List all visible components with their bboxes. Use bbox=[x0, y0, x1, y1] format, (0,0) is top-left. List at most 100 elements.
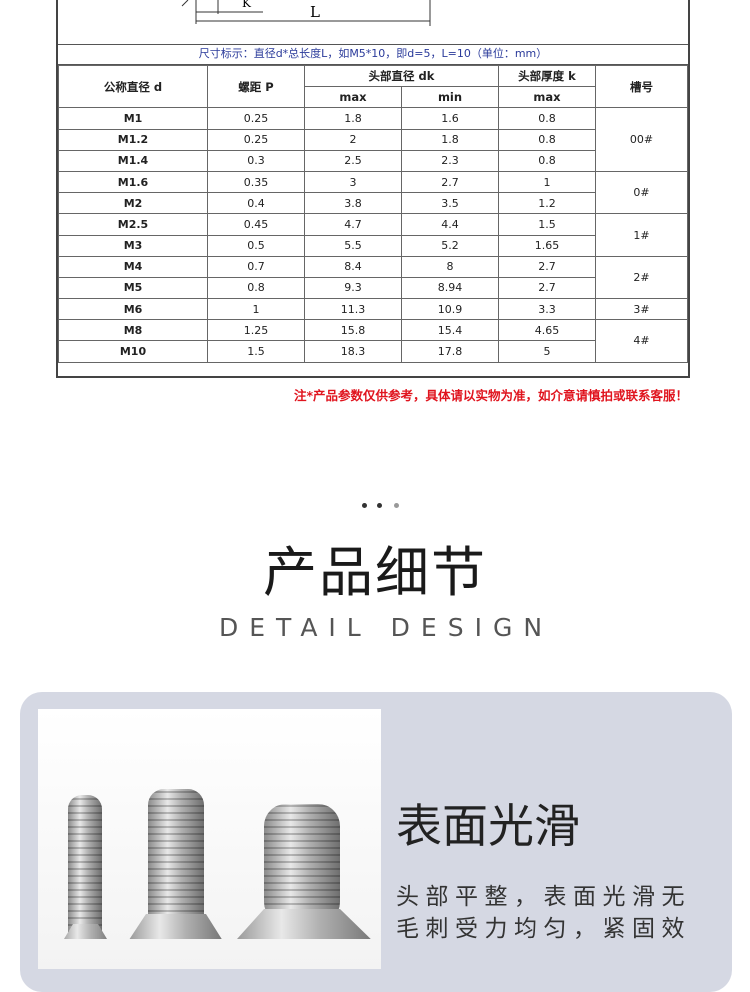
dk-max-cell: 9.3 bbox=[304, 276, 402, 300]
k-max-cell: 1.5 bbox=[498, 213, 596, 236]
k-label: K bbox=[242, 0, 251, 10]
section-title: 产品细节 bbox=[263, 541, 487, 604]
spec-grid: 公称直径 d 螺距 P 头部直径 dk 头部厚度 k 槽号 max min ma… bbox=[58, 64, 688, 363]
dk-min-cell: 10.9 bbox=[401, 298, 499, 321]
pitch-cell: 0.25 bbox=[207, 107, 305, 130]
dk-min-cell: 3.5 bbox=[401, 192, 499, 215]
diameter-cell: M8 bbox=[58, 319, 208, 342]
table-row: M4 0.7 8.4 8 2.7 2# bbox=[58, 255, 688, 300]
dot-icon bbox=[377, 503, 382, 508]
diameter-cell: M2.5 bbox=[58, 213, 208, 236]
k-max-cell: 5 bbox=[498, 340, 596, 363]
k-max-cell: 3.3 bbox=[498, 298, 596, 321]
diameter-cell: M1.6 bbox=[58, 170, 208, 194]
diameter-cell: M10 bbox=[58, 340, 208, 363]
pitch-cell: 0.25 bbox=[207, 128, 305, 151]
k-max-cell: 4.65 bbox=[498, 319, 596, 342]
header-slot: 槽号 bbox=[595, 64, 688, 109]
screw-image bbox=[58, 789, 381, 949]
table-row: M6 1 11.3 10.9 3.3 3# bbox=[58, 298, 688, 321]
section-subtitle: DETAIL DESIGN bbox=[218, 613, 554, 642]
dk-min-cell: 17.8 bbox=[401, 340, 499, 363]
feature-text-line: 头部平整，表面光滑无 bbox=[396, 884, 691, 910]
k-max-cell: 1 bbox=[498, 170, 596, 194]
table-row: M3 0.5 5.5 5.2 1.65 bbox=[58, 234, 688, 257]
disclaimer-note: 注*产品参数仅供参考，具体请以实物为准，如介意请慎拍或联系客服！ bbox=[293, 388, 688, 403]
pitch-cell: 0.45 bbox=[207, 213, 305, 236]
dk-max-cell: 3.8 bbox=[304, 192, 402, 215]
diameter-cell: M1.2 bbox=[58, 128, 208, 151]
dk-min-cell: 4.4 bbox=[401, 213, 499, 236]
table-row: M1.6 0.35 3 2.7 1 0# bbox=[58, 170, 688, 215]
slot-cell: 1# bbox=[595, 213, 688, 257]
dk-min-cell: 2.3 bbox=[401, 149, 499, 172]
table-row: M8 1.25 15.8 15.4 4.65 4# bbox=[58, 319, 688, 363]
diameter-cell: M1 bbox=[58, 107, 208, 130]
pitch-cell: 1.25 bbox=[207, 319, 305, 342]
k-max-cell: 1.2 bbox=[498, 192, 596, 215]
pitch-cell: 0.7 bbox=[207, 255, 305, 278]
diameter-cell: M1.4 bbox=[58, 149, 208, 172]
pitch-cell: 1 bbox=[207, 298, 305, 321]
header-head-diameter: 头部直径 dk bbox=[304, 64, 499, 88]
dot-icon bbox=[394, 503, 399, 508]
dot-icon bbox=[362, 503, 367, 508]
pitch-cell: 1.5 bbox=[207, 340, 305, 363]
diameter-cell: M6 bbox=[58, 298, 208, 321]
k-max-cell: 0.8 bbox=[498, 107, 596, 130]
dk-max-cell: 8.4 bbox=[304, 255, 402, 278]
header-head-thickness: 头部厚度 k bbox=[498, 64, 596, 88]
dk-min-cell: 1.8 bbox=[401, 128, 499, 151]
dk-min-cell: 5.2 bbox=[401, 234, 499, 257]
pitch-cell: 0.5 bbox=[207, 234, 305, 257]
screw-photo bbox=[38, 709, 381, 969]
diameter-cell: M3 bbox=[58, 234, 208, 257]
slot-cell: 4# bbox=[595, 319, 688, 363]
diameter-cell: M2 bbox=[58, 192, 208, 215]
dimension-diagram: K L bbox=[58, 0, 688, 45]
l-label: L bbox=[310, 3, 320, 21]
header-dk-min: min bbox=[401, 86, 499, 109]
header-k-max: max bbox=[498, 86, 596, 109]
diameter-cell: M4 bbox=[58, 255, 208, 278]
table-row: M5 0.8 9.3 8.94 2.7 bbox=[58, 276, 688, 300]
header-dk-max: max bbox=[304, 86, 402, 109]
dk-max-cell: 1.8 bbox=[304, 107, 402, 130]
size-caption: 尺寸标示：直径d*总长度L，如M5*10，即d=5，L=10（单位：mm） bbox=[58, 44, 688, 65]
k-max-cell: 2.7 bbox=[498, 276, 596, 300]
dimension-lines bbox=[181, 0, 431, 26]
pitch-cell: 0.8 bbox=[207, 276, 305, 300]
spec-table: K L 尺寸标示：直径d*总长度L，如M5*10，即d=5，L=10（单位：mm… bbox=[56, 0, 690, 378]
header-pitch: 螺距 P bbox=[207, 64, 305, 109]
dk-min-cell: 2.7 bbox=[401, 170, 499, 194]
header-diameter: 公称直径 d bbox=[58, 64, 208, 109]
dk-max-cell: 5.5 bbox=[304, 234, 402, 257]
slot-cell: 2# bbox=[595, 255, 688, 300]
k-max-cell: 2.7 bbox=[498, 255, 596, 278]
dk-max-cell: 18.3 bbox=[304, 340, 402, 363]
dk-min-cell: 8.94 bbox=[401, 276, 499, 300]
table-row: M1 0.25 1.8 1.6 0.8 00# bbox=[58, 107, 688, 172]
dk-min-cell: 15.4 bbox=[401, 319, 499, 342]
table-row: M2 0.4 3.8 3.5 1.2 bbox=[58, 192, 688, 215]
feature-text-line: 毛刺受力均匀，紧固效 bbox=[396, 916, 691, 942]
pitch-cell: 0.35 bbox=[207, 170, 305, 194]
dk-min-cell: 1.6 bbox=[401, 107, 499, 130]
pitch-cell: 0.3 bbox=[207, 149, 305, 172]
table-row: M1.2 0.25 2 1.8 0.8 bbox=[58, 128, 688, 151]
dk-min-cell: 8 bbox=[401, 255, 499, 278]
feature-title: 表面光滑 bbox=[396, 799, 580, 853]
dk-max-cell: 4.7 bbox=[304, 213, 402, 236]
pitch-cell: 0.4 bbox=[207, 192, 305, 215]
k-max-cell: 1.65 bbox=[498, 234, 596, 257]
dk-max-cell: 15.8 bbox=[304, 319, 402, 342]
dk-max-cell: 3 bbox=[304, 170, 402, 194]
k-max-cell: 0.8 bbox=[498, 128, 596, 151]
table-row: M2.5 0.45 4.7 4.4 1.5 1# bbox=[58, 213, 688, 257]
k-max-cell: 0.8 bbox=[498, 149, 596, 172]
dk-max-cell: 2.5 bbox=[304, 149, 402, 172]
slot-cell: 00# bbox=[595, 107, 688, 172]
table-row: M10 1.5 18.3 17.8 5 bbox=[58, 340, 688, 363]
slot-cell: 3# bbox=[595, 298, 688, 321]
table-row: M1.4 0.3 2.5 2.3 0.8 bbox=[58, 149, 688, 172]
